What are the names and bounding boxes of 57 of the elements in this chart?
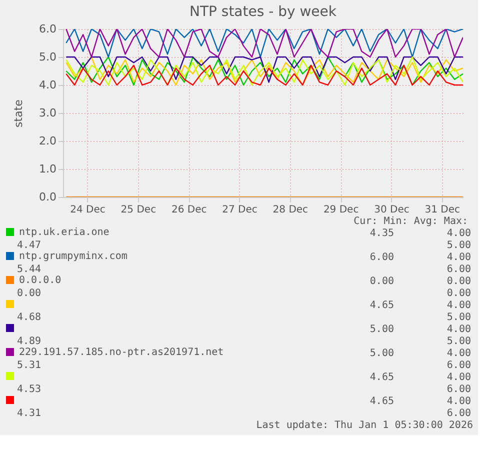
y-axis-title: state	[12, 99, 26, 128]
legend-label: ntp.uk.eria.one	[19, 227, 110, 238]
text: 4.89	[17, 336, 42, 347]
text: 0.00	[446, 276, 471, 287]
text: 6.00	[446, 360, 471, 371]
text: 4.00	[446, 228, 471, 239]
x-tick-label: 26 Dec	[171, 204, 207, 216]
text: 5.00	[446, 240, 471, 251]
text: 4.31	[17, 408, 42, 419]
text: 4.68	[17, 312, 42, 323]
y-tick-label: 6.0	[39, 22, 56, 36]
text: 4.00	[446, 372, 471, 383]
text: 6.00	[446, 408, 471, 419]
text: 4.00	[446, 324, 471, 335]
y-tick-label: 1.0	[39, 162, 56, 176]
text: 4.00	[446, 300, 471, 311]
text: 4.65	[370, 300, 394, 311]
text: 4.00	[446, 348, 471, 359]
text: 5.00	[446, 336, 471, 347]
text: 0.00	[446, 288, 471, 299]
text: 6.00	[446, 264, 471, 275]
legend-label: 0.0.0.0	[19, 275, 62, 286]
legend-label: ntp.grumpyminx.com	[19, 251, 128, 262]
x-tick-label: 29 Dec	[323, 204, 359, 216]
text: 5.00	[446, 312, 471, 323]
text: 5.00	[370, 348, 394, 359]
legend-label: 229.191.57.185.no-ptr.as201971.net	[19, 347, 224, 358]
text: 4.00	[446, 396, 471, 407]
text: Cur: Min: Avg: Max:	[354, 216, 468, 227]
y-tick-label: 2.0	[39, 134, 56, 148]
y-tick-label: 4.0	[39, 78, 56, 92]
text: Last update: Thu Jan 1 05:30:00 2026	[256, 420, 473, 431]
text: 0.00	[17, 288, 42, 299]
text: 4.65	[370, 396, 394, 407]
text: 4.47	[17, 240, 42, 251]
text: 4.00	[446, 252, 471, 263]
y-tick-label: 0.0	[39, 190, 56, 204]
text: 0.00	[370, 276, 394, 287]
x-tick-label: 28 Dec	[272, 204, 308, 216]
x-tick-label: 30 Dec	[374, 204, 410, 216]
text: 5.00	[370, 324, 394, 335]
text: 4.35	[370, 228, 394, 239]
text: 5.31	[17, 360, 42, 371]
text: 4.53	[17, 384, 42, 395]
x-tick-label: 31 Dec	[424, 204, 460, 216]
text: 4.65	[370, 372, 394, 383]
y-tick-label: 3.0	[39, 106, 56, 120]
line-series	[66, 29, 463, 58]
chart-title: NTP states - by week	[189, 4, 338, 20]
x-tick-label: 24 Dec	[70, 204, 106, 216]
text: 6.00	[370, 252, 394, 263]
text: 5.44	[17, 264, 42, 275]
y-tick-label: 5.0	[39, 50, 56, 64]
text: 6.00	[446, 384, 471, 395]
x-tick-label: 25 Dec	[120, 204, 156, 216]
x-tick-label: 27 Dec	[222, 204, 258, 216]
line-series	[66, 64, 463, 86]
